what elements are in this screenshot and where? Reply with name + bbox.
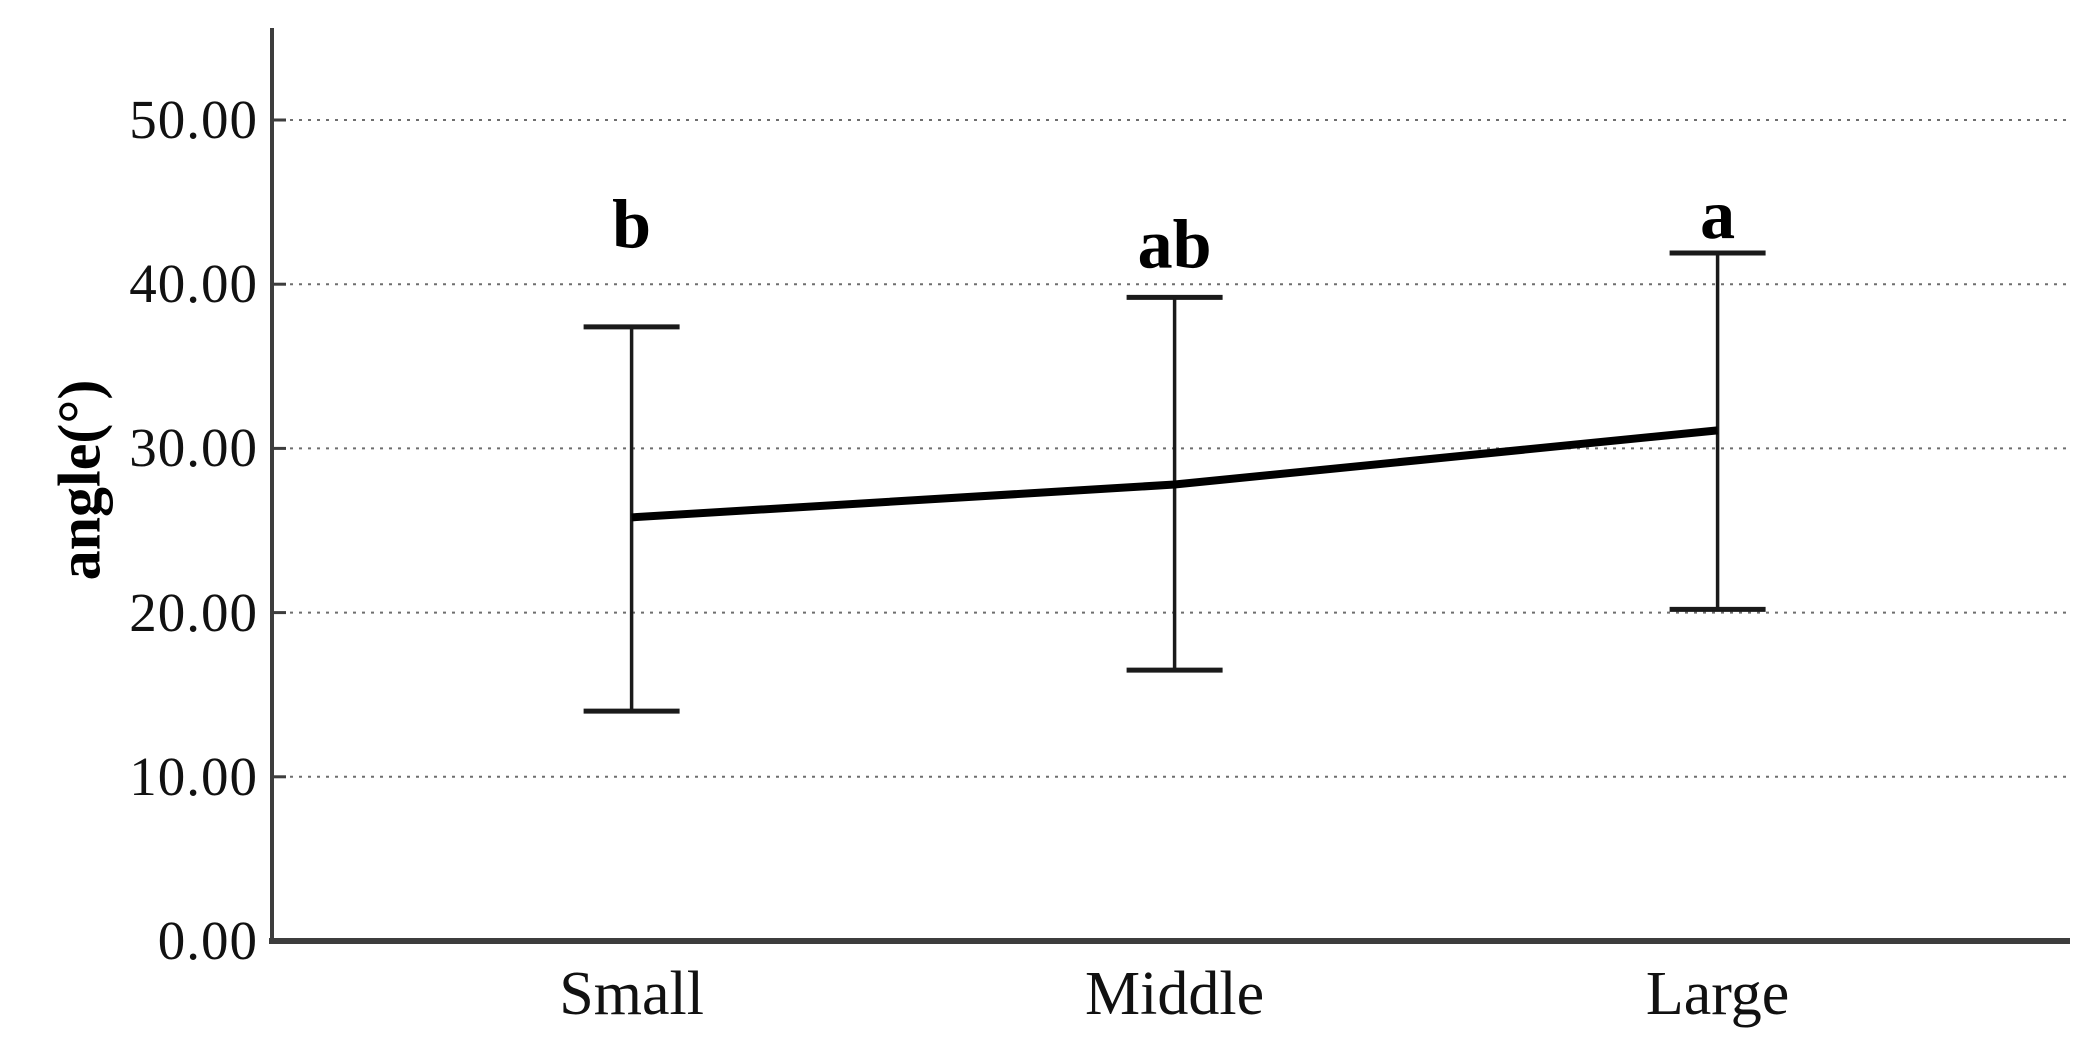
y-tick-label: 40.00 (129, 253, 258, 315)
x-category-label: Large (1645, 960, 1790, 1028)
y-tick-label: 20.00 (129, 581, 258, 643)
significance-letter: ab (1138, 206, 1212, 283)
x-category-label: Small (559, 960, 704, 1028)
y-tick-label: 50.00 (129, 89, 258, 150)
significance-letter: a (1700, 177, 1735, 254)
x-category-label: Middle (1085, 960, 1265, 1028)
trend-line (631, 426, 1718, 522)
significance-letter: b (612, 187, 651, 264)
y-tick-label: 0.00 (157, 910, 258, 971)
y-tick-label: 10.00 (129, 745, 258, 807)
y-tick-label: 30.00 (129, 417, 258, 479)
